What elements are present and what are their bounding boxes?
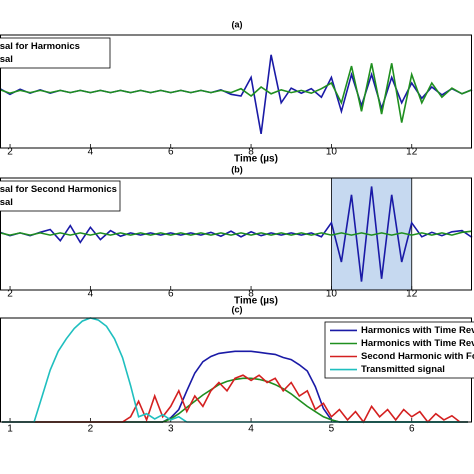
legend-box xyxy=(324,321,474,379)
legend-label: Transmitted signal xyxy=(361,364,445,375)
x-tick-label: 8 xyxy=(248,147,254,158)
x-tick-label: 6 xyxy=(168,289,174,300)
legend-label: Second Harmonic with Focus xyxy=(361,351,474,362)
legend-box xyxy=(0,37,111,69)
panel-title: (b) xyxy=(231,164,243,174)
x-tick-label: 12 xyxy=(406,289,418,300)
x-axis-label: Time (µs) xyxy=(234,154,278,165)
axes-frame xyxy=(0,34,472,149)
x-tick-label: 6 xyxy=(168,147,174,158)
series-line xyxy=(0,230,473,236)
x-tick-label: 6 xyxy=(409,424,415,435)
x-tick-label: 4 xyxy=(88,289,94,300)
axes-frame xyxy=(0,177,472,291)
legend-label: Harmonics with Time Reversal xyxy=(361,325,474,336)
x-tick-label: 5 xyxy=(329,424,335,435)
x-tick-label: 3 xyxy=(168,424,174,435)
legend-label: rsal xyxy=(0,197,13,208)
x-tick-label: 2 xyxy=(88,424,94,435)
x-tick-label: 4 xyxy=(88,147,94,158)
series-line xyxy=(0,63,473,123)
x-tick-label: 10 xyxy=(326,147,338,158)
x-tick-label: 8 xyxy=(248,289,254,300)
panel-title: (c) xyxy=(232,304,243,314)
x-axis-label: Time (µs) xyxy=(234,296,278,307)
x-tick-label: 2 xyxy=(7,289,13,300)
x-tick-label: 2 xyxy=(7,147,13,158)
legend-label: rsal for Harmonics xyxy=(0,41,80,52)
x-tick-label: 10 xyxy=(326,289,338,300)
x-tick-label: 12 xyxy=(406,147,418,158)
x-tick-label: 1 xyxy=(7,424,13,435)
x-tick-label: 4 xyxy=(248,424,254,435)
legend-box xyxy=(0,180,121,212)
legend-label: Harmonics with Time Revers xyxy=(361,338,474,349)
legend-label: rsal for Second Harmonics xyxy=(0,184,117,195)
panel-title: (a) xyxy=(232,19,243,29)
legend-label: rsal xyxy=(0,54,13,65)
